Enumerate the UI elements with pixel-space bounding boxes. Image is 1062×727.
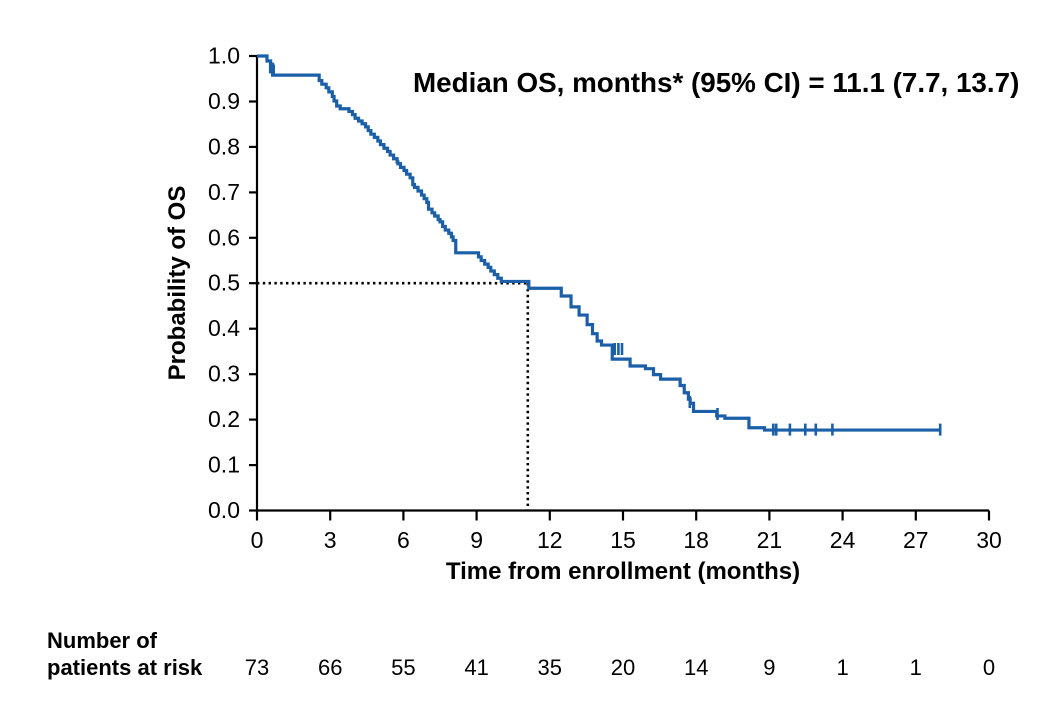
svg-text:20: 20 (611, 655, 635, 680)
svg-text:0.3: 0.3 (208, 361, 240, 387)
svg-text:0.9: 0.9 (208, 88, 240, 114)
svg-text:35: 35 (538, 655, 562, 680)
svg-text:55: 55 (391, 655, 415, 680)
svg-text:1: 1 (910, 655, 922, 680)
svg-text:21: 21 (757, 527, 783, 553)
svg-text:1: 1 (836, 655, 848, 680)
svg-text:24: 24 (830, 527, 856, 553)
svg-text:0.0: 0.0 (208, 497, 240, 523)
svg-text:0.7: 0.7 (208, 179, 240, 205)
svg-text:1.0: 1.0 (208, 43, 240, 69)
svg-text:Probability of OS: Probability of OS (164, 186, 191, 381)
svg-text:0.1: 0.1 (208, 452, 240, 478)
svg-text:0.8: 0.8 (208, 133, 240, 159)
svg-text:66: 66 (318, 655, 342, 680)
svg-text:0: 0 (251, 527, 264, 553)
svg-text:14: 14 (684, 655, 708, 680)
svg-text:9: 9 (763, 655, 775, 680)
svg-text:9: 9 (470, 527, 483, 553)
svg-text:Median OS, months* (95% CI) =: Median OS, months* (95% CI) = 11.1 (7.7,… (413, 67, 1019, 98)
svg-text:18: 18 (683, 527, 709, 553)
svg-text:30: 30 (976, 527, 1002, 553)
svg-text:Number of: Number of (47, 628, 158, 653)
svg-text:0.5: 0.5 (208, 270, 240, 296)
svg-text:12: 12 (537, 527, 563, 553)
svg-text:3: 3 (324, 527, 337, 553)
svg-text:0.4: 0.4 (208, 315, 240, 341)
svg-text:0.2: 0.2 (208, 406, 240, 432)
svg-text:41: 41 (464, 655, 488, 680)
svg-text:Time from enrollment (months): Time from enrollment (months) (446, 558, 800, 585)
svg-text:27: 27 (903, 527, 929, 553)
svg-text:patients at risk: patients at risk (47, 655, 203, 680)
svg-text:0.6: 0.6 (208, 224, 240, 250)
svg-text:0: 0 (983, 655, 995, 680)
svg-text:73: 73 (245, 655, 269, 680)
svg-text:15: 15 (610, 527, 636, 553)
svg-text:6: 6 (397, 527, 410, 553)
